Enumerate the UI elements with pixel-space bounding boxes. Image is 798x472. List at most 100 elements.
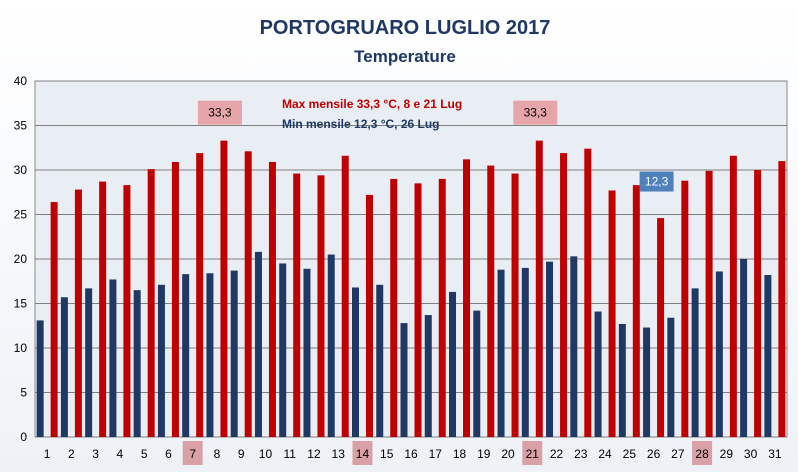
- x-tick-label: 17: [429, 447, 443, 461]
- bar-min-day-14: [351, 287, 359, 437]
- bar-max-day-28: [705, 170, 713, 437]
- x-tick-label: 5: [141, 447, 148, 461]
- bar-min-day-2: [60, 297, 68, 437]
- bar-max-day-10: [268, 161, 276, 438]
- x-tick-highlight: [692, 441, 713, 465]
- bar-max-day-21: [535, 140, 543, 437]
- bar-min-day-23: [570, 256, 578, 437]
- x-tick-label: 7: [189, 447, 196, 461]
- bar-min-day-22: [546, 261, 554, 437]
- callout-label-max: 33,3: [208, 106, 232, 120]
- bar-min-day-28: [691, 288, 699, 437]
- bar-min-day-27: [667, 317, 675, 437]
- bar-max-day-1: [50, 202, 58, 437]
- chart-subtitle: Temperature: [354, 47, 456, 66]
- x-tick-label: 20: [501, 447, 515, 461]
- bar-min-day-11: [279, 263, 287, 437]
- y-tick-label: 15: [14, 297, 28, 311]
- bar-min-day-31: [764, 275, 772, 437]
- x-tick-label: 27: [671, 447, 685, 461]
- x-tick-label: 24: [598, 447, 612, 461]
- bar-min-day-24: [594, 311, 602, 437]
- bar-min-day-18: [449, 291, 457, 437]
- bar-min-day-5: [133, 290, 141, 437]
- y-tick-label: 0: [20, 430, 27, 444]
- x-tick-highlight: [352, 441, 373, 465]
- bar-max-day-20: [511, 173, 519, 437]
- x-tick-label: 23: [574, 447, 588, 461]
- x-tick-label: 18: [453, 447, 467, 461]
- bar-max-day-23: [584, 148, 592, 437]
- callout-box-max: [513, 100, 558, 125]
- bar-max-day-29: [729, 155, 737, 437]
- callout-label-min: 12,3: [645, 175, 669, 189]
- bar-max-day-9: [244, 151, 252, 437]
- bar-min-day-1: [36, 320, 44, 437]
- bar-min-day-16: [400, 323, 408, 437]
- bar-max-day-14: [365, 194, 373, 437]
- bar-min-day-19: [473, 310, 481, 437]
- x-tick-label: 8: [214, 447, 221, 461]
- x-tick-label: 19: [477, 447, 491, 461]
- x-tick-label: 2: [68, 447, 75, 461]
- bar-min-day-12: [303, 268, 311, 437]
- y-tick-label: 10: [14, 341, 28, 355]
- x-tick-label: 6: [165, 447, 172, 461]
- bar-max-day-15: [390, 178, 398, 437]
- x-tick-label: 30: [744, 447, 758, 461]
- x-tick-label: 12: [307, 447, 321, 461]
- x-tick-highlight: [522, 441, 543, 465]
- x-tick-label: 3: [92, 447, 99, 461]
- bar-max-day-18: [463, 159, 471, 437]
- x-tick-label: 25: [623, 447, 637, 461]
- x-tick-highlight: [182, 441, 203, 465]
- bar-max-day-30: [754, 170, 762, 437]
- y-tick-label: 5: [20, 386, 27, 400]
- bar-min-day-8: [206, 273, 214, 437]
- bar-min-day-21: [521, 267, 529, 437]
- bar-min-day-3: [85, 288, 93, 437]
- y-tick-label: 20: [14, 252, 28, 266]
- y-tick-label: 35: [14, 119, 28, 133]
- bar-max-day-17: [438, 178, 446, 437]
- y-tick-label: 40: [14, 74, 28, 88]
- bar-min-day-9: [230, 270, 238, 437]
- min-annotation: Min mensile 12,3 °C, 26 Lug: [282, 117, 440, 131]
- bar-min-day-20: [497, 269, 505, 437]
- bar-max-day-13: [341, 155, 349, 437]
- bar-min-day-29: [715, 271, 723, 437]
- x-tick-label: 9: [238, 447, 245, 461]
- x-tick-label: 16: [404, 447, 418, 461]
- y-tick-label: 25: [14, 208, 28, 222]
- bar-max-day-27: [681, 180, 689, 437]
- x-tick-label: 29: [720, 447, 734, 461]
- bar-min-day-25: [618, 323, 626, 437]
- bar-max-day-22: [560, 153, 568, 437]
- bar-max-day-5: [147, 169, 155, 438]
- bar-min-day-15: [376, 284, 384, 437]
- x-tick-label: 22: [550, 447, 564, 461]
- x-tick-label: 14: [356, 447, 370, 461]
- bar-min-day-6: [157, 284, 165, 437]
- x-tick-label: 31: [768, 447, 782, 461]
- bar-max-day-7: [196, 153, 204, 437]
- x-tick-label: 28: [695, 447, 709, 461]
- x-tick-label: 11: [283, 447, 296, 461]
- bar-max-day-25: [632, 185, 640, 437]
- bar-min-day-7: [182, 274, 190, 437]
- bar-max-day-16: [414, 183, 422, 437]
- callout-box-max: [197, 100, 242, 125]
- bar-min-day-17: [424, 315, 432, 437]
- x-tick-label: 15: [380, 447, 394, 461]
- bar-min-day-4: [109, 279, 117, 437]
- y-tick-label: 30: [14, 163, 28, 177]
- x-tick-label: 13: [332, 447, 346, 461]
- x-tick-label: 4: [117, 447, 124, 461]
- bar-max-day-4: [123, 185, 131, 437]
- bar-max-day-19: [487, 165, 495, 438]
- bar-min-day-26: [643, 327, 651, 437]
- bar-min-day-13: [327, 254, 335, 437]
